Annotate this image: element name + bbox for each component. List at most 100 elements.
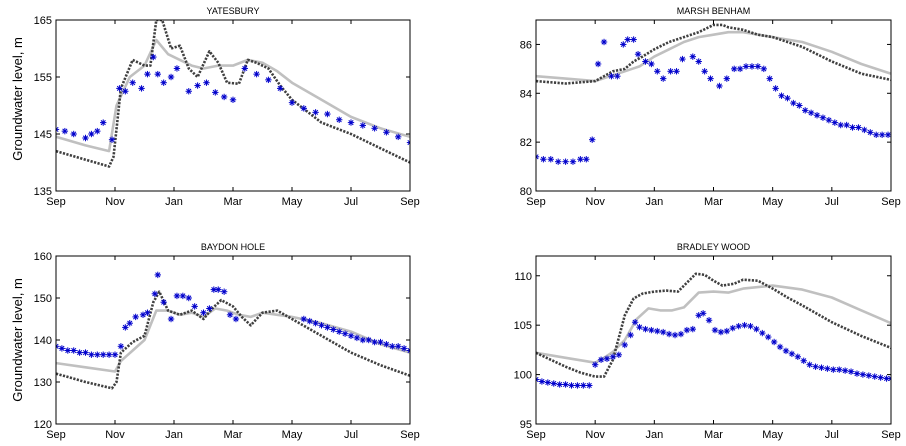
data-point [544, 379, 552, 386]
data-point [173, 65, 181, 72]
panel-2: BAYDON HOLE 120 130 140 150 160 Sep Nov Jan Mar Ma… [34, 242, 420, 441]
data-point [56, 126, 60, 133]
data-point [111, 351, 119, 358]
data-point [550, 380, 557, 387]
y-axis-label-top: Groundwater level, m [10, 37, 25, 161]
x-tick-label: Jul [825, 429, 839, 441]
x-tick-label: Jul [825, 196, 839, 208]
y-tick-label: 86 [520, 39, 532, 51]
y-tick-label: 84 [520, 88, 532, 100]
data-point [167, 73, 175, 81]
data-point [748, 63, 756, 70]
data-point [88, 351, 95, 358]
x-tick-label: Sep [526, 196, 546, 208]
data-point [324, 324, 331, 331]
x-tick-label: Sep [526, 429, 546, 441]
data-point [377, 338, 384, 346]
panel-title: BAYDON HOLE [201, 242, 265, 252]
data-point [614, 72, 621, 80]
data-point [631, 319, 639, 326]
y-tick-label: 100 [514, 370, 532, 382]
series-line-dotted [536, 272, 891, 378]
data-point [61, 127, 69, 135]
data-point [117, 343, 125, 350]
data-point [108, 136, 116, 143]
data-point [395, 133, 402, 141]
x-tick-label: Mar [224, 429, 243, 441]
data-point [796, 102, 803, 109]
x-tick-label: Nov [585, 429, 605, 441]
panel-title: YATESBURY [206, 6, 259, 16]
y-tick-label: 140 [34, 335, 52, 347]
x-tick-label: Mar [704, 196, 723, 208]
data-point [772, 85, 779, 92]
data-point [883, 375, 890, 382]
data-point [347, 332, 355, 339]
data-point [843, 121, 850, 129]
data-point [160, 299, 167, 306]
y-axis-label-bottom: Groundwater level, m [10, 278, 25, 402]
data-point [794, 353, 802, 360]
data-point [683, 326, 691, 334]
plot-frame [535, 255, 892, 425]
data-point [765, 333, 772, 341]
data-point [627, 331, 634, 339]
data-point [871, 373, 878, 380]
data-point [636, 323, 643, 331]
data-point [742, 63, 750, 70]
data-point [288, 99, 296, 106]
data-point [400, 345, 408, 352]
data-point [154, 271, 161, 279]
data-point [185, 88, 192, 95]
x-tick-label: Sep [46, 429, 66, 441]
data-point [300, 315, 307, 323]
data-point [139, 311, 147, 318]
data-point [583, 156, 590, 163]
data-point [105, 351, 113, 358]
data-point [679, 55, 686, 63]
data-point [770, 338, 778, 346]
data-point [56, 343, 60, 350]
plot-area [536, 272, 891, 389]
y-tick-label: 130 [34, 377, 52, 389]
data-point [306, 317, 313, 325]
panel-3: BRADLEY WOOD 95 100 105 110 Sep Nov Jan Mar May Ju… [514, 242, 901, 441]
data-point [58, 345, 66, 352]
data-point [836, 366, 843, 373]
x-tick-label: Nov [585, 196, 605, 208]
data-point [867, 129, 874, 136]
data-point [144, 70, 151, 78]
data-point [226, 311, 234, 318]
data-point [100, 119, 107, 126]
data-point [70, 130, 77, 138]
data-point [318, 322, 325, 329]
data-point [648, 326, 655, 334]
data-point [849, 124, 856, 131]
data-point [608, 72, 615, 80]
data-point [736, 65, 744, 73]
data-point [847, 368, 855, 375]
data-point [122, 88, 129, 95]
data-point [82, 134, 89, 142]
data-point [778, 92, 785, 99]
data-point [383, 129, 390, 136]
plot-frame [535, 19, 892, 192]
data-point [173, 292, 181, 300]
data-point [215, 286, 222, 293]
data-point [100, 351, 107, 358]
data-point [554, 158, 562, 165]
data-point [648, 60, 655, 68]
y-tick-label: 110 [514, 271, 532, 283]
data-point [624, 36, 631, 43]
data-point [220, 288, 228, 295]
data-point [312, 320, 319, 327]
data-point [151, 290, 159, 297]
data-point [654, 68, 661, 75]
data-point [615, 351, 623, 359]
data-point [830, 366, 837, 373]
data-point [790, 99, 797, 107]
x-tick-label: Sep [400, 196, 420, 208]
data-point [253, 70, 260, 78]
data-point [634, 51, 642, 58]
